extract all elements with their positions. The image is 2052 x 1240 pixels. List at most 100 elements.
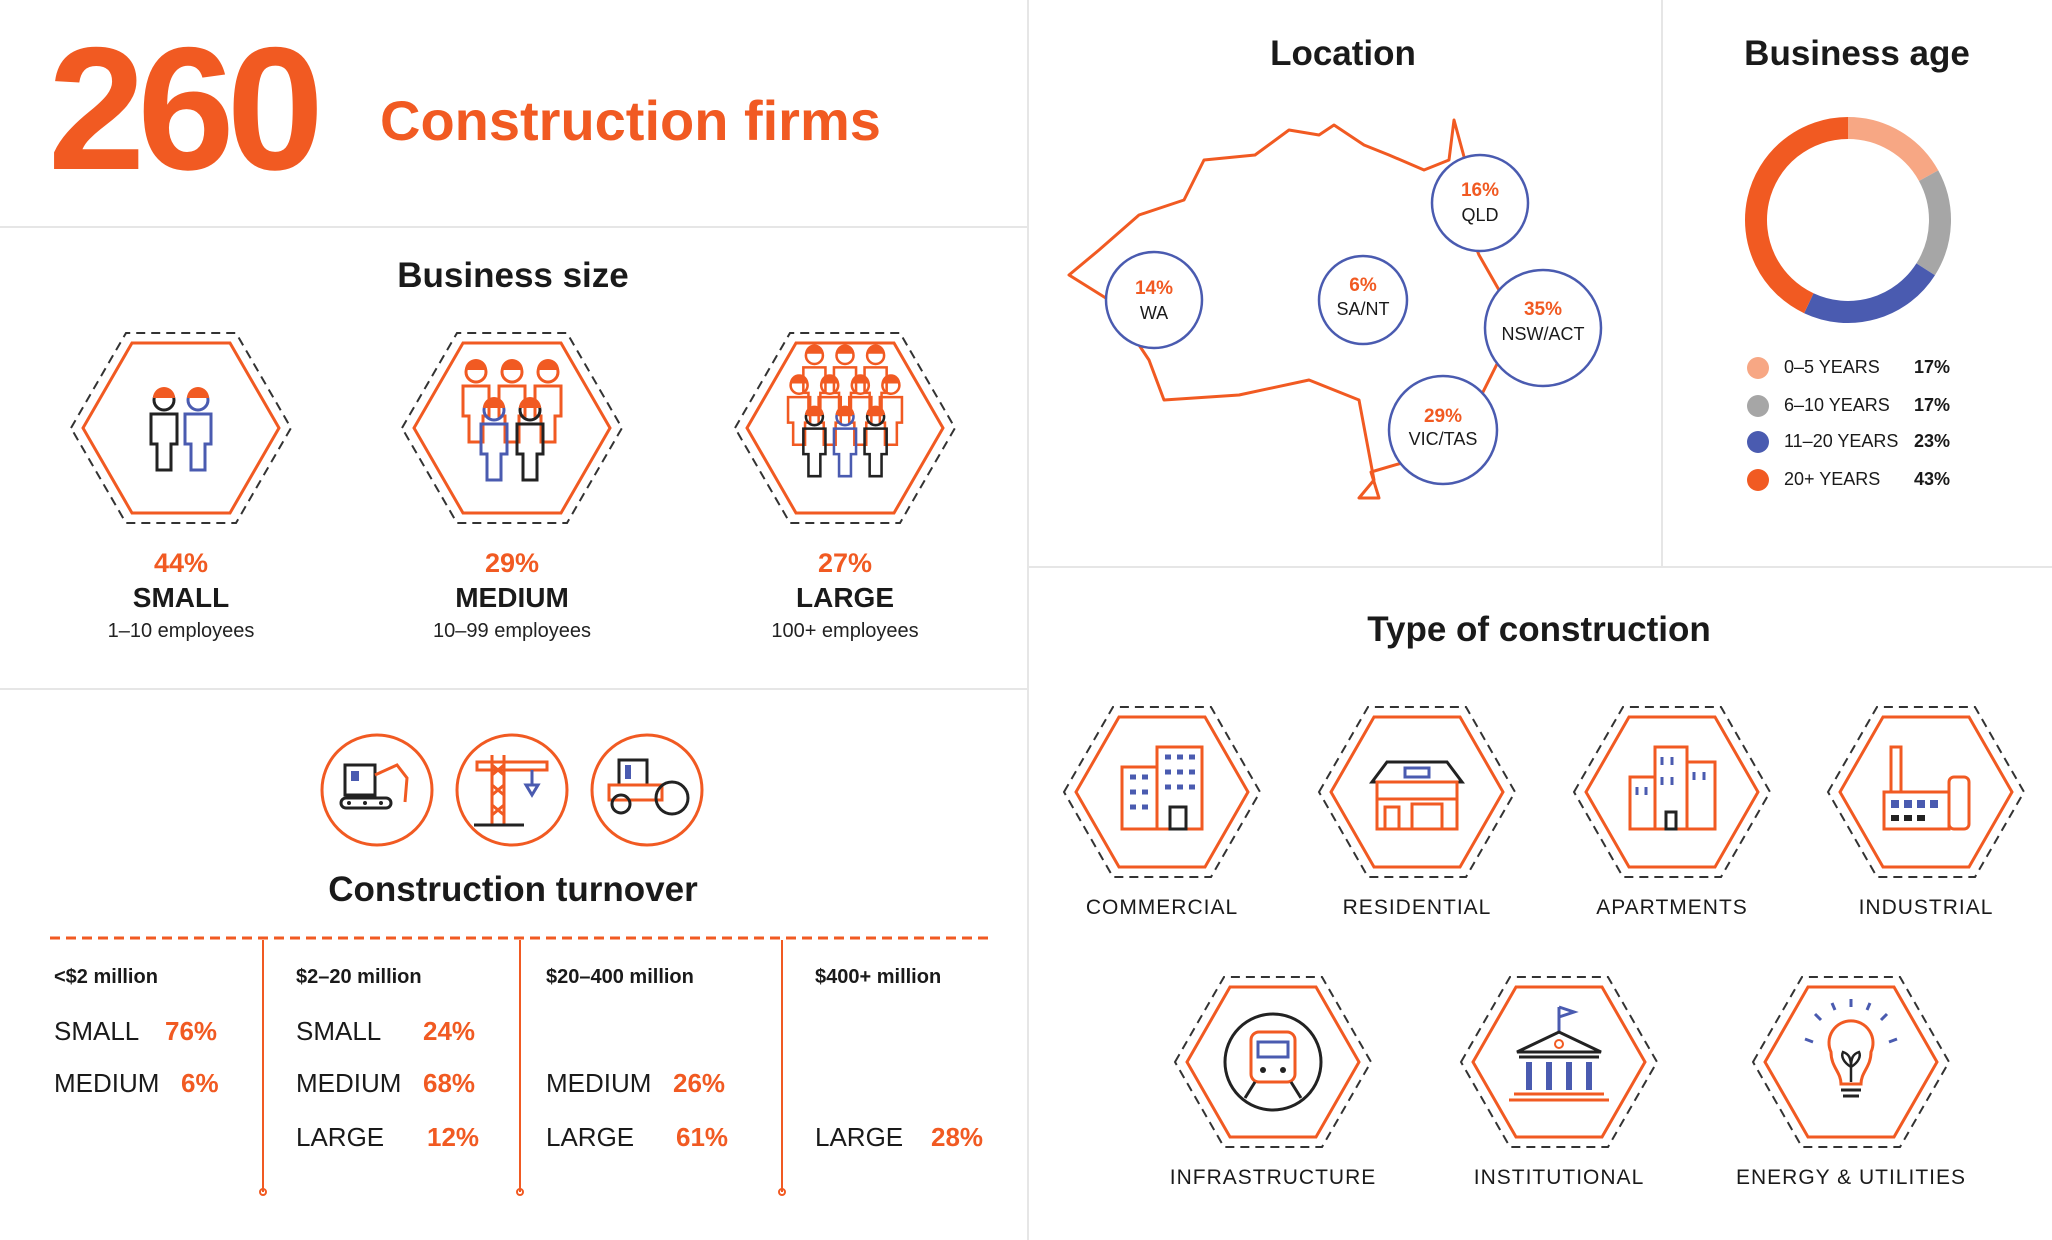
donut-slice-0: [1847, 117, 1939, 182]
region-sant-name: SA/NT: [1336, 299, 1389, 319]
region-wa-pct: 14%: [1135, 278, 1173, 299]
medium-pct: 29%: [484, 548, 540, 578]
region-nswact-name: NSW/ACT: [1502, 324, 1585, 344]
location-title: Location: [1270, 34, 1416, 73]
turnover-col3-head: $20–400 million: [546, 966, 694, 988]
apartments-hexagon: [1572, 706, 1772, 878]
industrial-hexagon: [1826, 706, 2026, 878]
apartment-building-icon: [1628, 745, 1717, 831]
large-hexagon: [733, 332, 957, 524]
small-label: SMALL: [132, 582, 230, 613]
business-size-hexagons: [69, 332, 957, 524]
turnover-col1-row1-value: 76%: [165, 1016, 218, 1046]
region-sant-bubble: 6% SA/NT: [1317, 254, 1409, 346]
region-qld-pct: 16%: [1461, 180, 1499, 201]
region-victas-pct: 29%: [1424, 406, 1462, 427]
legend-label-11-20: 11–20 YEARS: [1784, 431, 1899, 451]
turnover-col4-row1-label: LARGE: [815, 1122, 904, 1152]
workers-large-icon: [786, 343, 904, 478]
crane-icon: [455, 733, 569, 847]
region-victas-bubble: 29% VIC/TAS: [1387, 374, 1499, 486]
turnover-icons: [320, 733, 704, 847]
business-age-legend-dots: [1747, 357, 1769, 491]
region-sant-pct: 6%: [1349, 275, 1377, 296]
legend-dot-6-10: [1747, 395, 1769, 417]
region-nswact-bubble: 35% NSW/ACT: [1483, 268, 1603, 388]
header-divider: [0, 226, 1027, 228]
turnover-col2-row1-value: 24%: [423, 1016, 476, 1046]
business-size-title: Business size: [397, 256, 629, 295]
firm-count: 260: [48, 12, 324, 207]
train-icon: [1223, 1012, 1323, 1112]
large-label: LARGE: [796, 582, 894, 613]
turnover-col3-row1-label: MEDIUM: [546, 1068, 652, 1098]
legend-dot-0-5: [1747, 357, 1769, 379]
region-qld-bubble: 16% QLD: [1430, 153, 1530, 253]
turnover-col4-row1-value: 28%: [931, 1122, 984, 1152]
turnover-col1-row2-value: 6%: [181, 1068, 219, 1098]
type-residential-label: RESIDENTIAL: [1342, 896, 1492, 919]
government-building-icon: [1509, 1005, 1609, 1102]
construction-type-icons: [1062, 706, 2026, 1148]
firm-count-title: Construction firms: [380, 89, 881, 152]
region-victas-name: VIC/TAS: [1409, 429, 1478, 449]
turnover-col2-head: $2–20 million: [296, 966, 422, 988]
construction-type-title: Type of construction: [1367, 610, 1711, 649]
roller-icon: [590, 733, 704, 847]
turnover-col3-row2-label: LARGE: [546, 1122, 635, 1152]
turnover-table-lines: [50, 936, 988, 1196]
small-sub: 1–10 employees: [107, 620, 255, 642]
small-hexagon: [69, 332, 293, 524]
turnover-col1-head: <$2 million: [54, 966, 158, 988]
type-institutional-label: INSTITUTIONAL: [1473, 1166, 1645, 1189]
infrastructure-hexagon: [1173, 976, 1373, 1148]
size-divider: [0, 688, 1027, 690]
workers-small-icon: [149, 385, 213, 472]
turnover-title: Construction turnover: [328, 870, 698, 909]
turnover-col2-row3-label: LARGE: [296, 1122, 385, 1152]
center-divider: [1027, 0, 1029, 1240]
type-apartments-label: APARTMENTS: [1596, 896, 1748, 919]
type-industrial-label: INDUSTRIAL: [1858, 896, 1994, 919]
donut-slice-3: [1745, 117, 1849, 314]
legend-dot-11-20: [1747, 431, 1769, 453]
house-icon: [1369, 760, 1465, 831]
type-infrastructure-label: INFRASTRUCTURE: [1169, 1166, 1377, 1189]
commercial-hexagon: [1062, 706, 1262, 878]
large-pct: 27%: [817, 548, 873, 578]
turnover-col4-head: $400+ million: [815, 966, 942, 988]
excavator-icon: [320, 733, 434, 847]
region-qld-name: QLD: [1461, 205, 1498, 225]
donut-slice-1: [1916, 170, 1951, 276]
large-sub: 100+ employees: [771, 620, 919, 642]
location-map: 14% WA 6% SA/NT 16% QLD 35% NSW/ACT 29% …: [1067, 118, 1603, 500]
donut-slices: [1745, 117, 1951, 323]
turnover-col3-row1-value: 26%: [673, 1068, 726, 1098]
legend-value-6-10: 17%: [1914, 395, 1951, 415]
business-age-donut: [1745, 117, 1951, 323]
legend-label-20plus: 20+ YEARS: [1784, 469, 1881, 489]
legend-label-0-5: 0–5 YEARS: [1784, 357, 1880, 377]
legend-label-6-10: 6–10 YEARS: [1784, 395, 1890, 415]
donut-slice-2: [1804, 263, 1935, 323]
region-nswact-pct: 35%: [1524, 299, 1562, 320]
lightbulb-icon: [1804, 999, 1898, 1098]
turnover-col2-row3-value: 12%: [427, 1122, 480, 1152]
turnover-col1-row2-label: MEDIUM: [54, 1068, 160, 1098]
medium-label: MEDIUM: [455, 582, 569, 613]
right-mid-divider: [1029, 566, 2052, 568]
legend-value-11-20: 23%: [1914, 431, 1951, 451]
legend-value-20plus: 43%: [1914, 469, 1951, 489]
energy-hexagon: [1751, 976, 1951, 1148]
institutional-hexagon: [1459, 976, 1659, 1148]
medium-sub: 10–99 employees: [433, 620, 591, 642]
region-wa-name: WA: [1140, 303, 1168, 323]
commercial-building-icon: [1120, 745, 1204, 831]
top-right-divider: [1661, 0, 1663, 566]
type-commercial-label: COMMERCIAL: [1085, 896, 1239, 919]
turnover-col2-row2-label: MEDIUM: [296, 1068, 402, 1098]
turnover-col3-row2-value: 61%: [676, 1122, 729, 1152]
factory-icon: [1882, 745, 1971, 831]
legend-dot-20plus: [1747, 469, 1769, 491]
turnover-col2-row2-value: 68%: [423, 1068, 476, 1098]
